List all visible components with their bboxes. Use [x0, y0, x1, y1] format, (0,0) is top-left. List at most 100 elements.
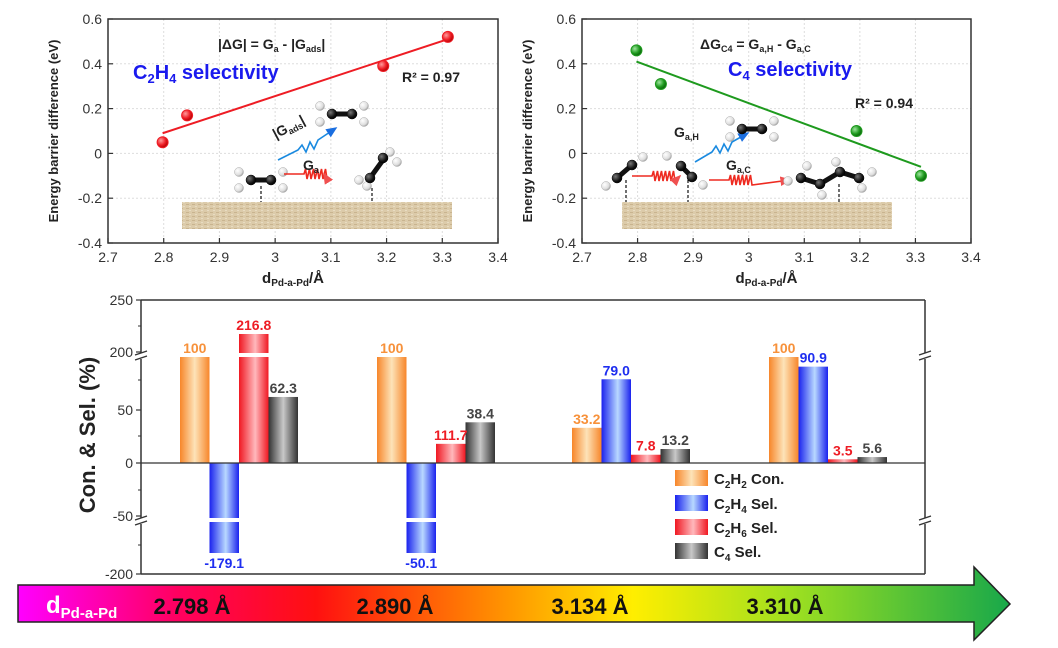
- y-tick-label: 0.4: [557, 56, 577, 72]
- bar: [660, 449, 690, 463]
- legend-label-part: 2: [725, 480, 731, 491]
- bar: [406, 463, 436, 553]
- x-tick-label: 2.7: [572, 249, 592, 265]
- axis-break-mark: [134, 520, 148, 526]
- data-point: [914, 169, 927, 182]
- x-axis-label: dPd-a-Pd/Å: [262, 270, 324, 289]
- arrow-shape: [17, 565, 1012, 642]
- axis-break-gap: [135, 353, 147, 359]
- c2h4-selectivity-plot: 2.7 2.8 2.9 3 3.1 3.2 3.3 3.4 -0.4 -0.2 0 0.2 0.4 0.6…: [46, 11, 508, 289]
- carbon-atom: [853, 172, 865, 184]
- hydrogen-atom: [234, 167, 244, 177]
- gac-arrow-label: Ga,C: [726, 157, 751, 175]
- legend-label-part: H: [730, 471, 741, 488]
- hydrogen-atom: [725, 132, 735, 142]
- bar-break: [208, 518, 240, 522]
- mechanism-illustration: [601, 116, 892, 229]
- y-axis-label: Energy barrier difference (eV): [520, 40, 535, 223]
- bar-break: [238, 353, 270, 357]
- arrow-value-label: 2.798 Å: [153, 593, 230, 619]
- axis-break-mark: [918, 515, 932, 521]
- hydrogen-atom: [867, 167, 877, 177]
- gac-spring-arrow: [709, 174, 792, 187]
- distance-gradient-arrow: dPd-a-Pd 2.798 Å 2.890 Å 3.134 Å 3.310 Å: [17, 565, 1012, 642]
- data-point: [156, 136, 169, 149]
- x-axis-label: dPd-a-Pd/Å: [736, 270, 798, 289]
- carbon-atom: [377, 152, 389, 164]
- ga-arrow-label: Ga: [303, 157, 320, 175]
- carbon-atom: [756, 123, 768, 135]
- carbon-atom: [265, 174, 277, 186]
- data-point: [181, 109, 194, 122]
- x-tick-label: 3.3: [906, 249, 926, 265]
- legend-swatch: [675, 495, 708, 511]
- gah-arrow-label: Ga,H: [674, 124, 699, 142]
- legend-swatch: [675, 519, 708, 535]
- y-tick-label: -0.2: [552, 190, 576, 206]
- axis-break-mark: [134, 515, 148, 521]
- surface-slab: [182, 202, 452, 229]
- hydrogen-atom: [601, 181, 611, 191]
- fit-line: [636, 60, 922, 168]
- hydrogen-atom: [769, 132, 779, 142]
- hydrogen-atom: [354, 175, 364, 185]
- y-axis-label: Energy barrier difference (eV): [46, 40, 61, 223]
- x-tick-label: 3: [271, 249, 279, 265]
- bar-value-label: 100: [772, 340, 796, 356]
- bar-value-label: 38.4: [467, 405, 494, 421]
- data-point: [654, 77, 667, 90]
- hydrogen-atom: [817, 190, 827, 200]
- bar-value-label: 7.8: [636, 438, 656, 454]
- conversion-selectivity-bar-chart: 100 100 33.2 100 -179.1 -50.1 79.0 90.9 216.8 111…: [75, 292, 932, 582]
- hydrogen-atom: [857, 183, 867, 193]
- grid: [108, 19, 498, 243]
- carbon-atom: [834, 166, 846, 178]
- bar-value-label: 79.0: [603, 362, 630, 378]
- x-tick-label: 2.8: [154, 249, 174, 265]
- carbon-atom: [675, 160, 687, 172]
- legend-label: C4 Sel.: [714, 544, 761, 564]
- legend-label-part: Sel.: [747, 496, 778, 513]
- r2-label: R² = 0.94: [855, 95, 913, 111]
- fit-line-segment: [636, 60, 922, 168]
- arrow-axis-label: dPd-a-Pd: [46, 592, 117, 622]
- y-tick-label: -0.4: [78, 235, 102, 251]
- y-tick-label: 0.2: [83, 101, 103, 117]
- legend-label-part: 2: [741, 480, 747, 491]
- bar-value-label: 100: [183, 340, 207, 356]
- bar: [436, 443, 466, 463]
- data-point: [630, 44, 643, 57]
- y-tick-label: 0.4: [83, 56, 103, 72]
- bars: [180, 334, 887, 553]
- equation-label: ΔGC4 = Ga,H - Ga,C: [700, 36, 811, 54]
- bar-break: [405, 518, 437, 522]
- value-labels: 100 100 33.2 100 -179.1 -50.1 79.0 90.9 216.8 111…: [183, 317, 882, 571]
- legend-label-part: 2: [725, 505, 731, 516]
- plot-frame: [581, 18, 972, 244]
- legend-label-part: 4: [725, 553, 731, 564]
- legend-label-part: C: [714, 471, 725, 488]
- bar-value-label: 100: [380, 340, 404, 356]
- ga-spring-arrow: [284, 168, 334, 185]
- selectivity-label: C2H4 selectivity: [133, 62, 280, 86]
- bar: [180, 357, 210, 463]
- bar-value-label: 3.5: [833, 442, 853, 458]
- legend-label-part: 2: [725, 529, 731, 540]
- hydrogen-atom: [769, 116, 779, 126]
- bar: [601, 379, 631, 463]
- axis-break-mark: [918, 520, 932, 526]
- gah-spring-arrow: [694, 132, 750, 163]
- surface-slab: [622, 202, 892, 229]
- grid: [582, 19, 971, 243]
- hydrogen-atom: [831, 157, 841, 167]
- legend-label-part: Con.: [747, 471, 785, 488]
- legend-swatch: [675, 470, 708, 486]
- legend: C2H2 Con.C2H4 Sel.C2H6 Sel.C4 Sel.: [675, 470, 784, 564]
- y-tick-label: 200: [110, 344, 134, 360]
- y-tick-label: 250: [110, 292, 134, 308]
- selectivity-label: C4 selectivity: [728, 59, 853, 83]
- x-tick-label: 3.1: [795, 249, 815, 265]
- hydrogen-atom: [662, 151, 672, 161]
- y-tick-label: -0.2: [78, 190, 102, 206]
- axis-break-gap: [135, 518, 147, 524]
